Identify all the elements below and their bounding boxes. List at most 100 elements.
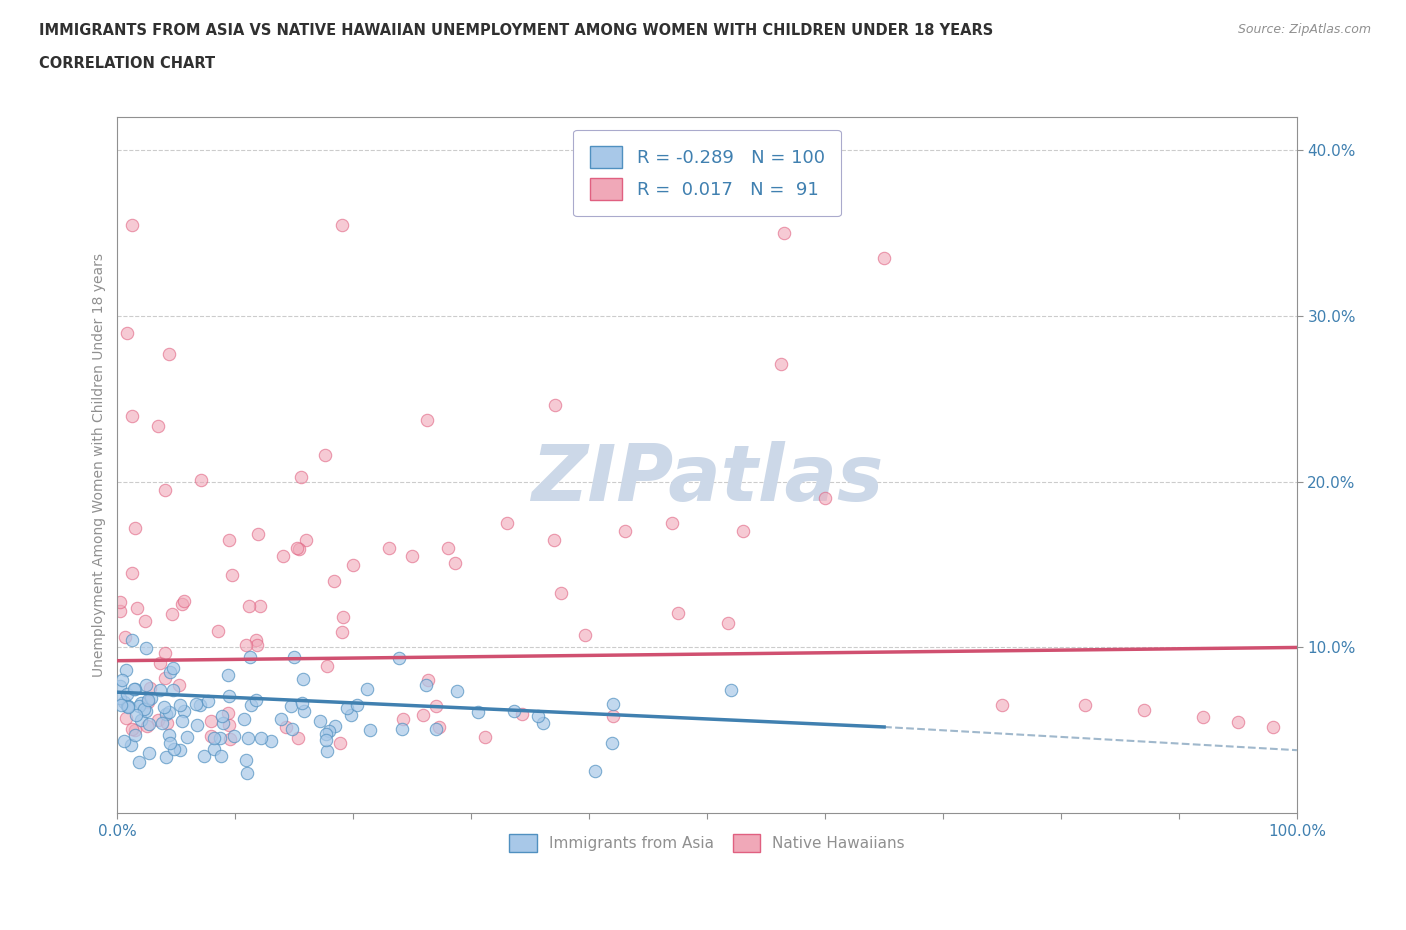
Point — [200, 729, 222, 744]
Point — [150, 716, 173, 731]
Point — [138, 716, 160, 731]
Point — [149, 655, 172, 670]
Point — [135, 677, 157, 692]
Point — [295, 532, 318, 547]
Point — [416, 672, 439, 687]
Point — [115, 698, 138, 713]
Point — [285, 541, 308, 556]
Point — [146, 712, 169, 727]
Point — [602, 697, 624, 711]
Point — [121, 408, 143, 423]
Point — [141, 691, 163, 706]
Point — [412, 707, 434, 722]
Point — [250, 731, 273, 746]
Point — [329, 735, 352, 750]
Point — [717, 615, 740, 630]
Point — [186, 718, 208, 733]
Point — [1263, 720, 1285, 735]
Point — [127, 600, 149, 615]
Legend: Immigrants from Asia, Native Hawaiians: Immigrants from Asia, Native Hawaiians — [503, 828, 911, 857]
Point — [873, 251, 896, 266]
Point — [167, 677, 190, 692]
Point — [330, 218, 353, 232]
Point — [991, 698, 1014, 713]
Point — [342, 557, 364, 572]
Point — [235, 752, 257, 767]
Point — [495, 516, 517, 531]
Point — [583, 764, 606, 778]
Point — [274, 720, 297, 735]
Point — [260, 734, 283, 749]
Point — [233, 711, 256, 726]
Point — [170, 713, 193, 728]
Point — [401, 549, 423, 564]
Point — [209, 748, 232, 763]
Text: ZIPatlas: ZIPatlas — [531, 441, 883, 517]
Point — [197, 694, 219, 709]
Point — [391, 722, 413, 737]
Point — [332, 609, 354, 624]
Point — [1226, 714, 1249, 729]
Point — [138, 746, 160, 761]
Point — [245, 633, 267, 648]
Point — [415, 678, 437, 693]
Point — [193, 749, 215, 764]
Point — [124, 723, 146, 737]
Point — [315, 726, 337, 741]
Point — [600, 736, 623, 751]
Point — [190, 472, 212, 487]
Point — [217, 668, 239, 683]
Point — [208, 730, 231, 745]
Point — [1132, 703, 1154, 718]
Point — [318, 724, 340, 738]
Point — [124, 727, 146, 742]
Point — [436, 540, 458, 555]
Point — [120, 738, 142, 753]
Point — [218, 689, 240, 704]
Point — [217, 706, 239, 721]
Point — [550, 586, 572, 601]
Point — [121, 632, 143, 647]
Point — [153, 483, 176, 498]
Point — [121, 722, 143, 737]
Point — [135, 703, 157, 718]
Point — [222, 729, 245, 744]
Point — [149, 683, 172, 698]
Point — [110, 679, 132, 694]
Point — [136, 695, 159, 710]
Point — [125, 708, 148, 723]
Point — [117, 699, 139, 714]
Point — [814, 491, 837, 506]
Point — [159, 736, 181, 751]
Point — [574, 628, 596, 643]
Point — [336, 701, 359, 716]
Point — [249, 599, 271, 614]
Point — [115, 662, 138, 677]
Point — [156, 715, 179, 730]
Point — [173, 704, 195, 719]
Point — [221, 567, 243, 582]
Point — [136, 692, 159, 707]
Point — [173, 594, 195, 609]
Point — [236, 730, 259, 745]
Point — [160, 606, 183, 621]
Point — [135, 641, 157, 656]
Point — [202, 731, 225, 746]
Point — [162, 660, 184, 675]
Point — [291, 671, 314, 686]
Point — [245, 692, 267, 707]
Point — [211, 709, 233, 724]
Point — [288, 541, 311, 556]
Point — [218, 532, 240, 547]
Point — [720, 683, 742, 698]
Point — [661, 516, 683, 531]
Point — [124, 682, 146, 697]
Point — [270, 712, 292, 727]
Point — [200, 713, 222, 728]
Point — [346, 698, 368, 712]
Point — [315, 743, 337, 758]
Point — [188, 698, 211, 712]
Point — [131, 712, 153, 727]
Point — [314, 447, 336, 462]
Point — [218, 731, 240, 746]
